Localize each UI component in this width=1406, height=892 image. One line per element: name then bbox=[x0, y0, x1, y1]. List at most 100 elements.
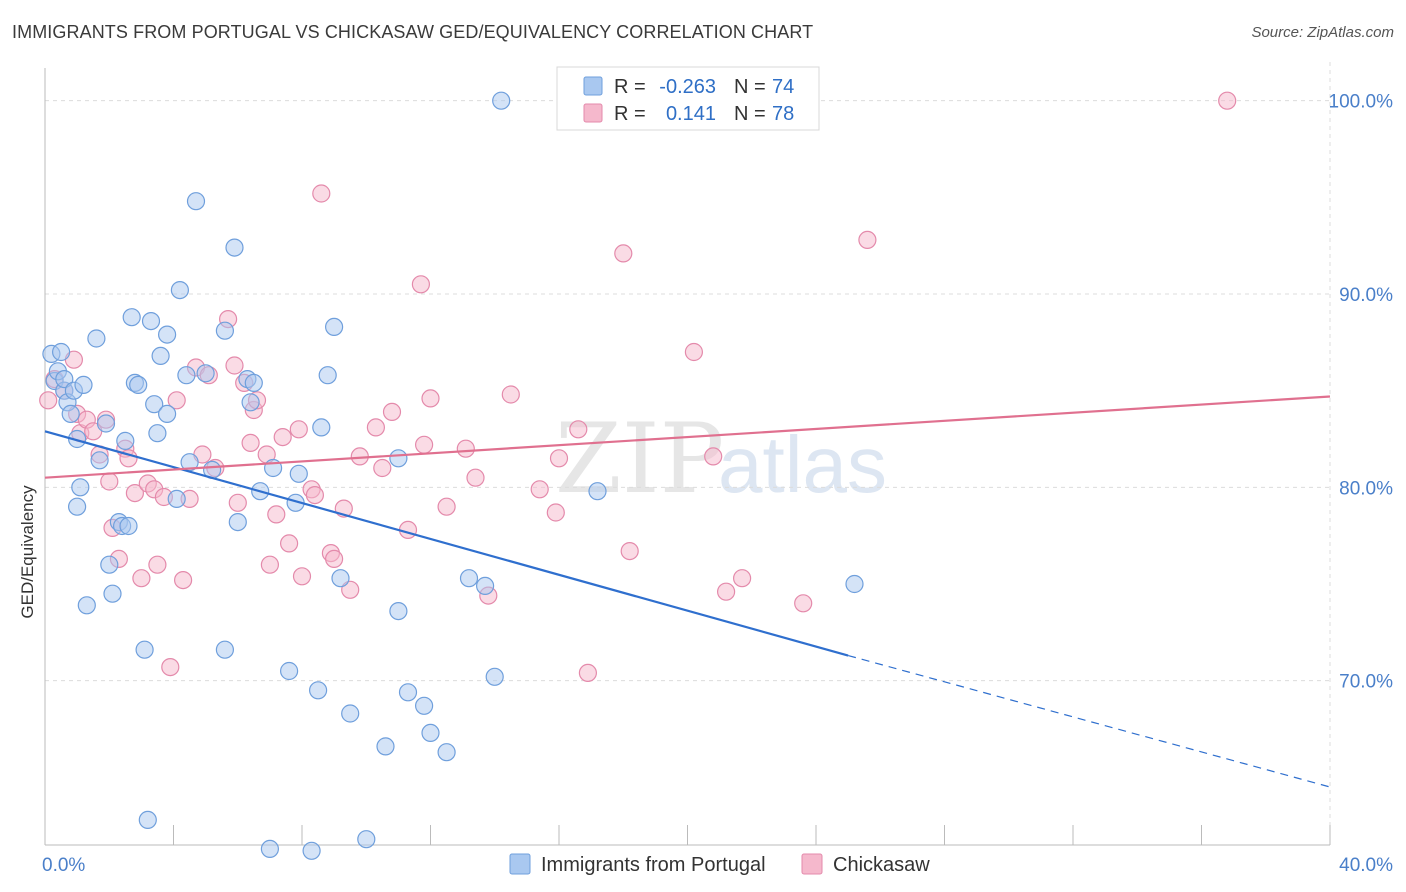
portugal-point bbox=[100, 555, 119, 574]
legend-r-value-pink: 0.141 bbox=[666, 103, 716, 125]
portugal-point bbox=[389, 449, 408, 468]
portugal-point bbox=[325, 317, 344, 336]
chickasaw-point bbox=[373, 458, 392, 478]
y-tick-label: 90.0% bbox=[1339, 285, 1393, 306]
series-label-portugal: Immigrants from Portugal bbox=[541, 854, 766, 876]
portugal-point bbox=[74, 375, 93, 394]
portugal-point bbox=[485, 667, 504, 686]
portugal-point bbox=[61, 404, 80, 423]
series-swatch-portugal bbox=[509, 853, 531, 875]
watermark-atlas: atlas bbox=[718, 420, 887, 509]
series-legend: Immigrants from Portugal Chickasaw bbox=[509, 853, 930, 876]
chickasaw-point bbox=[501, 385, 520, 404]
portugal-point bbox=[145, 395, 164, 414]
chickasaw-point bbox=[466, 468, 485, 487]
portugal-point bbox=[459, 569, 479, 588]
chickasaw-trend-line bbox=[44, 395, 1331, 479]
legend-r-value-blue: -0.263 bbox=[659, 76, 716, 98]
chickasaw-point bbox=[39, 391, 58, 410]
x-tick-label: 40.0% bbox=[1339, 855, 1393, 876]
portugal-point bbox=[312, 418, 331, 437]
legend-n-value-blue: 74 bbox=[772, 76, 794, 98]
chickasaw-point bbox=[732, 569, 752, 588]
portugal-point bbox=[71, 478, 90, 497]
chickasaw-point bbox=[411, 275, 430, 294]
chickasaw-point bbox=[549, 449, 569, 468]
chickasaw-point bbox=[167, 391, 186, 410]
chickasaw-point bbox=[267, 505, 286, 524]
portugal-point bbox=[129, 375, 148, 394]
y-tick-label: 100.0% bbox=[1329, 92, 1394, 113]
portugal-point bbox=[67, 429, 87, 449]
chickasaw-point bbox=[421, 389, 440, 408]
chickasaw-point bbox=[241, 433, 260, 452]
legend-swatch-blue bbox=[583, 76, 603, 96]
portugal-point bbox=[103, 584, 122, 603]
legend-r-label-blue: R = bbox=[614, 76, 646, 98]
legend-n-label-pink: N = bbox=[734, 103, 766, 125]
x-tick-labels: 0.0% 40.0% bbox=[42, 855, 1393, 876]
portugal-point bbox=[398, 683, 418, 702]
portugal-point bbox=[215, 640, 234, 659]
chickasaw-point bbox=[312, 184, 331, 203]
chickasaw-point bbox=[382, 402, 402, 421]
series-label-chickasaw: Chickasaw bbox=[833, 854, 930, 876]
chickasaw-point bbox=[546, 503, 565, 522]
chickasaw-point bbox=[148, 555, 167, 574]
portugal-point bbox=[119, 516, 138, 536]
portugal-point bbox=[186, 192, 206, 211]
portugal-point bbox=[260, 839, 279, 859]
axes bbox=[44, 68, 1331, 846]
chickasaw-point bbox=[174, 570, 193, 590]
chickasaw-point bbox=[704, 447, 723, 466]
chickasaw-point bbox=[225, 356, 244, 375]
portugal-point bbox=[588, 482, 607, 501]
portugal-point bbox=[141, 312, 161, 331]
chickasaw-point bbox=[289, 420, 308, 439]
portugal-point bbox=[87, 329, 106, 348]
y-tick-label: 80.0% bbox=[1339, 478, 1393, 499]
y-tick-labels: 70.0% 80.0% 90.0% 100.0% bbox=[1329, 92, 1394, 693]
y-tick-label: 70.0% bbox=[1339, 672, 1393, 693]
chickasaw-point bbox=[100, 472, 119, 491]
portugal-point bbox=[90, 451, 109, 470]
portugal-trend-extension bbox=[847, 654, 1331, 788]
trend-lines bbox=[44, 395, 1331, 788]
chickasaw-point bbox=[132, 569, 151, 588]
chickasaw-point bbox=[437, 497, 456, 516]
portugal-point bbox=[421, 723, 440, 743]
portugal-point bbox=[116, 431, 135, 450]
portugal-point bbox=[389, 601, 408, 621]
portugal-point bbox=[225, 238, 244, 257]
portugal-point bbox=[138, 810, 157, 830]
portugal-point bbox=[357, 830, 376, 849]
portugal-point bbox=[289, 464, 308, 483]
portugal-point bbox=[309, 681, 328, 700]
portugal-point bbox=[376, 737, 395, 756]
chickasaw-point bbox=[341, 580, 360, 599]
chickasaw-point bbox=[125, 484, 144, 503]
portugal-point bbox=[437, 743, 456, 762]
portugal-point bbox=[341, 704, 360, 723]
legend-n-label-blue: N = bbox=[734, 76, 766, 98]
portugal-point bbox=[241, 393, 260, 412]
chickasaw-point bbox=[1218, 91, 1237, 110]
watermark-zip: ZIP bbox=[555, 403, 724, 515]
portugal-point bbox=[845, 574, 864, 594]
chickasaw-point bbox=[366, 418, 385, 437]
portugal-point bbox=[135, 640, 154, 659]
chart-title: IMMIGRANTS FROM PORTUGAL VS CHICKASAW GE… bbox=[12, 22, 814, 42]
chickasaw-point bbox=[578, 663, 598, 683]
portugal-point bbox=[415, 696, 434, 715]
chickasaw-point bbox=[620, 541, 639, 561]
chickasaw-point bbox=[260, 555, 279, 574]
portugal-point bbox=[244, 373, 263, 392]
portugal-point bbox=[318, 366, 337, 385]
portugal-point bbox=[158, 404, 177, 423]
portugal-point bbox=[331, 569, 350, 588]
portugal-point bbox=[151, 346, 170, 365]
watermark: ZIP atlas bbox=[555, 403, 887, 515]
correlation-legend: R = -0.263 N = 74 R = 0.141 N = 78 bbox=[556, 66, 820, 131]
legend-swatch-pink bbox=[583, 103, 603, 123]
legend-n-value-pink: 78 bbox=[772, 103, 794, 125]
